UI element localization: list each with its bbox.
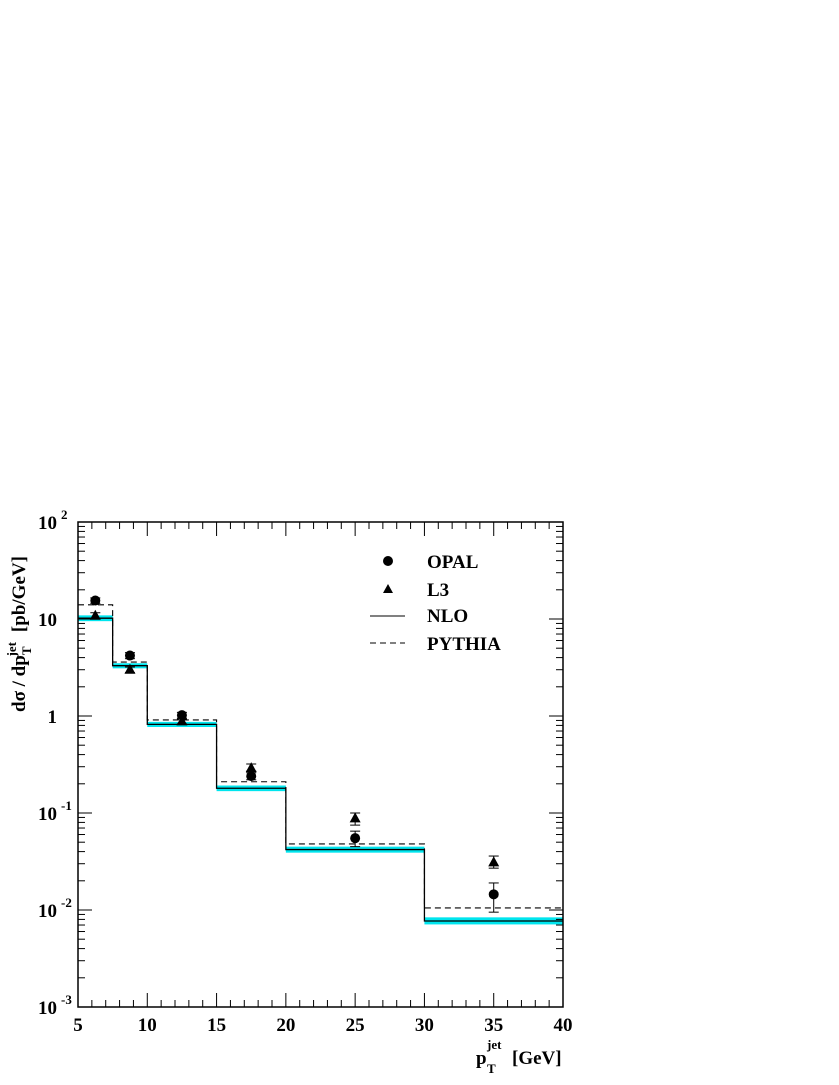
l3-point-1 bbox=[124, 663, 136, 674]
l3-point-3 bbox=[245, 762, 257, 773]
pythia-histogram bbox=[78, 604, 563, 909]
y-tick-label-2: 1 bbox=[48, 707, 58, 728]
y-axis-title-unit: [pb/GeV] bbox=[9, 556, 30, 632]
plot-frame bbox=[77, 521, 564, 1008]
x-tick-label-6: 35 bbox=[484, 1015, 503, 1036]
y-axis-title-prefix: dσ / dp bbox=[9, 655, 30, 712]
legend: OPAL L3 NLO PYTHIA bbox=[370, 552, 501, 655]
y-tick-label-0: 10 bbox=[38, 513, 57, 534]
opal-point-2 bbox=[176, 710, 187, 721]
l3-point-2 bbox=[176, 715, 188, 726]
x-tick-label-3: 20 bbox=[276, 1015, 295, 1036]
x-tick-label-7: 40 bbox=[554, 1015, 573, 1036]
y-tick-label-exp-5: -3 bbox=[61, 992, 72, 1007]
opal-point-4 bbox=[350, 833, 361, 844]
legend-label-pythia: PYTHIA bbox=[427, 634, 501, 655]
data-points bbox=[89, 595, 500, 913]
l3-point-5 bbox=[488, 856, 500, 867]
l3-point-4 bbox=[349, 812, 361, 823]
x-axis-title: p T jet [GeV] bbox=[476, 1037, 562, 1076]
y-axis-title-sup: jet bbox=[4, 641, 19, 657]
x-tick-label-4: 25 bbox=[346, 1015, 365, 1036]
y-tick-label-4: 10 bbox=[38, 901, 57, 922]
x-axis-title-sub: T bbox=[487, 1061, 496, 1076]
l3-point-0 bbox=[89, 609, 101, 620]
y-axis-title: dσ / dpTjet [pb/GeV] bbox=[4, 556, 34, 712]
x-tick-label-2: 15 bbox=[207, 1015, 226, 1036]
legend-label-nlo: NLO bbox=[427, 606, 468, 627]
x-axis-title-sup: jet bbox=[486, 1037, 502, 1052]
y-tick-label-3: 10 bbox=[38, 804, 57, 825]
axis-tick-labels: 5 10 15 20 25 30 35 40 10 2 10 1 10 -1 10 -2 10 -3 bbox=[38, 507, 573, 1036]
y-tick-label-exp-4: -2 bbox=[61, 895, 72, 910]
y-tick-label-1: 10 bbox=[38, 610, 57, 631]
opal-point-1 bbox=[124, 650, 135, 661]
y-tick-label-5: 10 bbox=[38, 998, 57, 1019]
x-tick-label-0: 5 bbox=[73, 1015, 83, 1036]
legend-marker-opal bbox=[383, 556, 393, 566]
opal-point-5 bbox=[488, 889, 499, 900]
axis-ticks bbox=[77, 521, 564, 1008]
y-tick-label-exp-0: 2 bbox=[61, 507, 68, 522]
legend-marker-l3 bbox=[383, 584, 393, 593]
y-axis-title-sub: T bbox=[19, 646, 34, 655]
x-tick-label-1: 10 bbox=[138, 1015, 157, 1036]
x-axis-title-unit: [GeV] bbox=[512, 1048, 562, 1069]
nlo-uncertainty-bands bbox=[78, 615, 563, 925]
y-tick-label-exp-3: -1 bbox=[61, 798, 72, 813]
legend-label-l3: L3 bbox=[427, 580, 449, 601]
svg-text:dσ / dpTjet[pb/GeV]: dσ / dpTjet [pb/GeV] bbox=[4, 556, 34, 712]
opal-point-0 bbox=[90, 595, 101, 606]
x-axis-title-main: p bbox=[476, 1048, 487, 1069]
nlo-histogram bbox=[78, 617, 563, 922]
x-tick-label-5: 30 bbox=[415, 1015, 434, 1036]
legend-label-opal: OPAL bbox=[427, 552, 478, 573]
opal-point-3 bbox=[246, 771, 257, 782]
histogram-lines bbox=[78, 604, 563, 922]
